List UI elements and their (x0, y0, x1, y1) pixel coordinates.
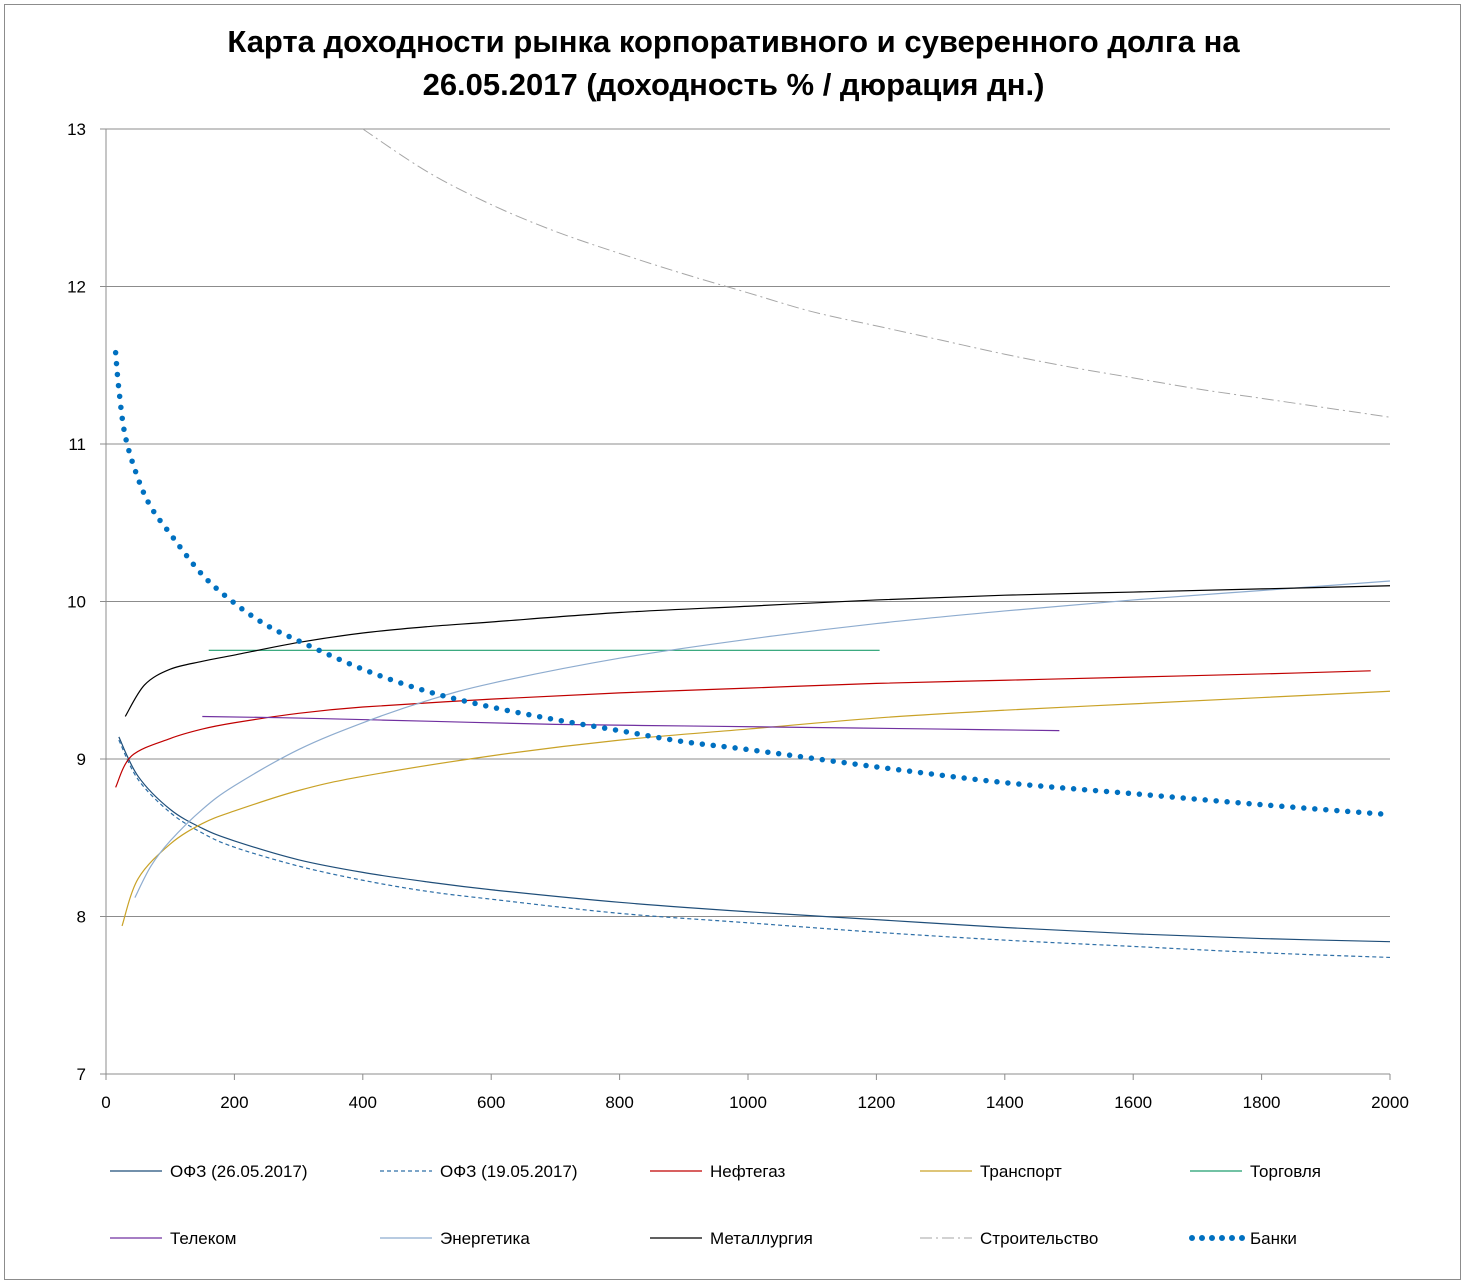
x-tick-label: 1200 (857, 1093, 895, 1112)
chart-frame (4, 4, 1461, 1280)
x-tick-label: 800 (605, 1093, 633, 1112)
legend-label: Торговля (1250, 1162, 1321, 1181)
legend-label: ОФЗ (26.05.2017) (170, 1162, 308, 1181)
series-line-6 (134, 580, 1391, 898)
legend-item-0: ОФЗ (26.05.2017) (110, 1162, 308, 1181)
chart-title: Карта доходности рынка корпоративного и … (0, 20, 1467, 106)
legend-label: Металлургия (710, 1229, 813, 1248)
y-tick-label: 9 (77, 750, 86, 769)
legend-label: Транспорт (980, 1162, 1062, 1181)
series-line-5 (202, 715, 1060, 732)
series-line-2 (115, 670, 1371, 788)
legend-label: Банки (1250, 1229, 1297, 1248)
axes (100, 128, 1391, 1080)
x-tick-label: 2000 (1371, 1093, 1409, 1112)
legend-label: Строительство (980, 1229, 1098, 1248)
legend-label: Телеком (170, 1229, 236, 1248)
y-tick-label: 12 (67, 278, 86, 297)
x-tick-label: 1000 (729, 1093, 767, 1112)
series-line-3 (121, 690, 1391, 927)
x-tick-label: 1600 (1114, 1093, 1152, 1112)
series-line-7 (124, 585, 1391, 717)
x-tick-label: 1400 (986, 1093, 1024, 1112)
y-tick-label: 13 (67, 120, 86, 139)
y-tick-label: 11 (68, 435, 86, 454)
y-tick-label: 8 (77, 908, 86, 927)
legend-item-3: Транспорт (920, 1162, 1062, 1181)
legend-item-4: Торговля (1190, 1162, 1321, 1181)
x-tick-label: 600 (477, 1093, 505, 1112)
legend: ОФЗ (26.05.2017) ОФЗ (19.05.2017) Нефтегаз… (110, 1162, 1321, 1248)
x-tick-label: 200 (220, 1093, 248, 1112)
plot-series (112, 128, 1391, 959)
legend-item-1: ОФЗ (19.05.2017) (380, 1162, 578, 1181)
y-tick-label: 10 (67, 593, 86, 612)
legend-item-2: Нефтегаз (650, 1162, 785, 1181)
legend-item-5: Телеком (110, 1229, 236, 1248)
legend-item-7: Металлургия (650, 1229, 813, 1248)
legend-label: Энергетика (440, 1229, 530, 1248)
chart-title-line-2: 26.05.2017 (доходность % / дюрация дн.) (422, 67, 1045, 102)
legend-label: Нефтегаз (710, 1162, 785, 1181)
x-tick-label: 400 (349, 1093, 377, 1112)
legend-item-6: Энергетика (380, 1229, 530, 1248)
gridlines (106, 128, 1390, 917)
legend-item-8: Строительство (920, 1229, 1098, 1248)
x-tick-label: 1800 (1243, 1093, 1281, 1112)
legend-item-9: Банки (1189, 1229, 1297, 1248)
y-tick-label: 7 (77, 1065, 86, 1084)
series-line-8 (362, 128, 1391, 418)
x-tick-label: 0 (101, 1093, 110, 1112)
chart-title-line-1: Карта доходности рынка корпоративного и … (227, 24, 1240, 59)
series-line-1 (118, 739, 1391, 959)
series-line-0 (118, 736, 1391, 943)
legend-label: ОФЗ (19.05.2017) (440, 1162, 578, 1181)
x-tick-labels: 0 200 400 600 800 1000 1200 1400 1600 1800 2000 (101, 1093, 1409, 1112)
series-line-9 (112, 349, 1387, 817)
y-tick-labels: 7 8 9 10 11 12 13 (67, 120, 86, 1084)
